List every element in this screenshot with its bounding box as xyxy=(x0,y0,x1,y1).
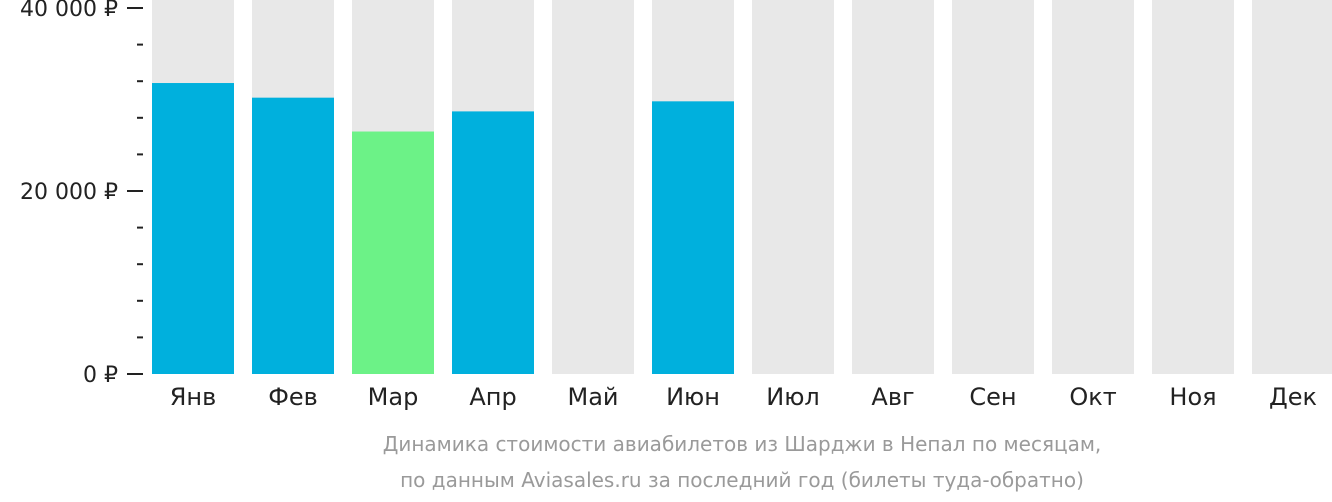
bar-background-month-5 xyxy=(552,0,634,374)
x-tick-label-month-4: Апр xyxy=(469,383,516,411)
x-tick-label-month-12: Дек xyxy=(1269,383,1317,411)
x-tick-label-month-9: Сен xyxy=(969,383,1016,411)
y-tick-label: 40 000 ₽ xyxy=(20,0,118,22)
x-tick-label-month-1: Янв xyxy=(170,383,217,411)
bar-month-1[interactable] xyxy=(152,83,234,374)
chart-caption-line-1: Динамика стоимости авиабилетов из Шарджи… xyxy=(383,432,1102,456)
bars-layer xyxy=(152,0,1332,375)
x-tick-label-month-7: Июл xyxy=(766,383,820,411)
x-axis: Янв Фев Мар Апр Май Июн Июл Авг Сен Окт Ноя Дек xyxy=(170,383,1317,411)
y-axis: 40 000 ₽ 20 000 ₽ 0 ₽ xyxy=(20,0,143,388)
bar-background-month-10 xyxy=(1052,0,1134,374)
bar-month-3[interactable] xyxy=(352,131,434,374)
bar-background-month-8 xyxy=(852,0,934,374)
x-tick-label-month-11: Ноя xyxy=(1169,383,1216,411)
bar-background-month-7 xyxy=(752,0,834,374)
x-tick-label-month-8: Авг xyxy=(871,383,914,411)
x-tick-label-month-6: Июн xyxy=(666,383,720,411)
bar-background-month-11 xyxy=(1152,0,1234,374)
bar-month-6[interactable] xyxy=(652,101,734,374)
bar-background-month-9 xyxy=(952,0,1034,374)
y-tick-label: 0 ₽ xyxy=(83,363,118,388)
bar-month-2[interactable] xyxy=(252,97,334,375)
x-tick-label-month-2: Фев xyxy=(268,383,318,411)
bar-month-4[interactable] xyxy=(452,111,534,375)
x-tick-label-month-3: Мар xyxy=(368,383,419,411)
x-tick-label-month-10: Окт xyxy=(1069,383,1116,411)
chart-caption-line-2: по данным Aviasales.ru за последний год … xyxy=(400,468,1084,492)
x-tick-label-month-5: Май xyxy=(567,383,618,411)
y-tick-label: 20 000 ₽ xyxy=(20,180,118,205)
bar-background-month-12 xyxy=(1252,0,1332,374)
